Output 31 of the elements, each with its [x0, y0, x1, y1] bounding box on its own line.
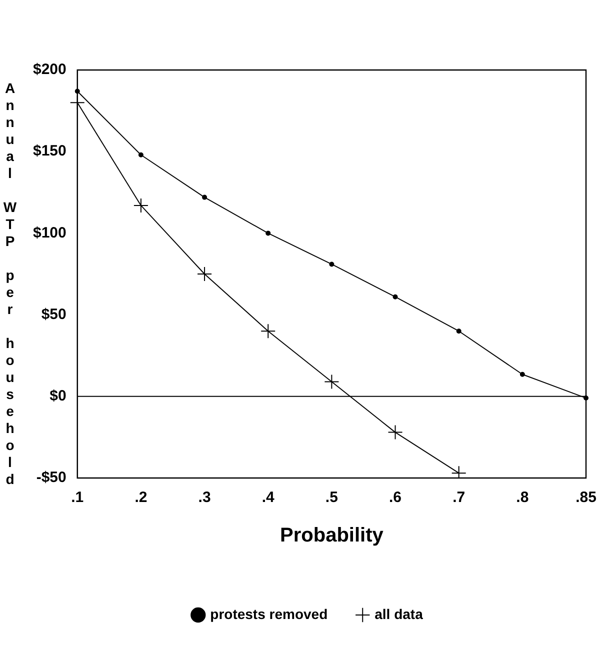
x-tick-label: .3: [198, 489, 211, 506]
point: [266, 230, 271, 236]
point: [388, 424, 403, 440]
point: [392, 294, 398, 300]
point: [520, 372, 525, 377]
x-tick-label: .85: [576, 489, 596, 506]
y-tick-label: $100: [32, 224, 66, 242]
y-tick-label: $0: [50, 388, 66, 405]
y-axis-title: Annual WTP per household: [2, 80, 18, 488]
x-tick-label: .8: [516, 489, 529, 506]
legend-label: protests removed: [210, 606, 328, 622]
point: [202, 194, 208, 200]
x-tick-label: .4: [262, 489, 276, 506]
x-tick-label: .6: [389, 489, 402, 506]
point: [329, 262, 334, 267]
point: [260, 324, 276, 339]
x-axis-title: Probability: [280, 524, 384, 547]
legend-label: all data: [374, 606, 424, 622]
point: [138, 152, 144, 158]
x-tick-label: .5: [325, 489, 338, 506]
y-tick-label: $150: [32, 142, 66, 160]
point: [197, 266, 212, 282]
point: [324, 374, 340, 390]
point: [456, 328, 462, 334]
x-tick-label: .1: [71, 489, 84, 506]
y-tick-label: -$50: [36, 469, 66, 486]
point: [133, 198, 148, 213]
x-tick-label: .7: [452, 489, 466, 506]
x-tick-label: .2: [134, 489, 148, 506]
y-tick-label: $200: [32, 61, 66, 78]
y-tick-label: $50: [41, 306, 66, 323]
